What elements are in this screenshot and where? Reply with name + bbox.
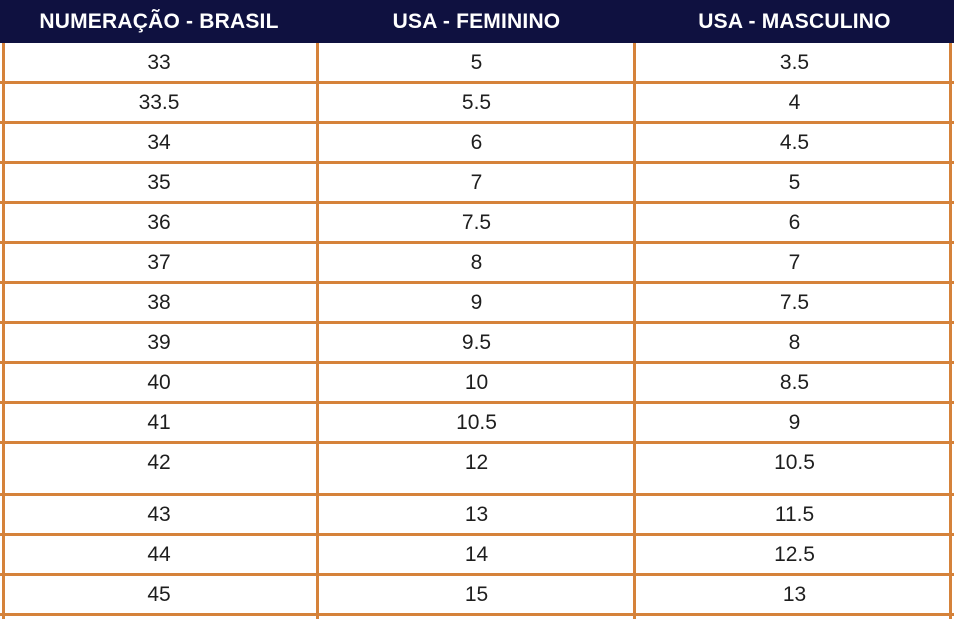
table-row: 40 10 8.5 <box>0 363 954 403</box>
table-row: 35 7 5 <box>0 163 954 203</box>
table-row: 36 7.5 6 <box>0 203 954 243</box>
cell-usa-men: 5 <box>788 171 801 194</box>
cell-usa-men: 8.5 <box>779 371 810 394</box>
cell-brazil-size: 37 <box>147 251 171 274</box>
row-divider <box>0 241 954 244</box>
cell-usa-women: 7.5 <box>461 211 492 234</box>
cell-brazil-size: 44 <box>147 543 171 566</box>
row-divider <box>0 533 954 536</box>
row-divider <box>0 121 954 124</box>
row-divider <box>0 613 954 616</box>
table-row: 37 8 7 <box>0 243 954 283</box>
cell-usa-women: 15 <box>464 583 489 606</box>
row-divider <box>0 81 954 84</box>
cell-brazil-size: 43 <box>147 503 171 526</box>
column-divider <box>949 43 952 619</box>
cell-brazil-size: 40 <box>147 371 171 394</box>
cell-usa-women: 8 <box>470 251 483 274</box>
table-body: 33 5 3.5 33.5 5.5 4 34 6 4.5 35 7 5 36 7.5 6 37 8 7 38 9 7.5… <box>0 43 954 619</box>
row-divider <box>0 321 954 324</box>
cell-brazil-size: 33 <box>147 51 171 74</box>
cell-usa-women: 13 <box>464 503 489 526</box>
cell-usa-men: 3.5 <box>779 51 810 74</box>
table-row: 45 15 13 <box>0 575 954 615</box>
table-row: 38 9 7.5 <box>0 283 954 323</box>
cell-usa-men: 8 <box>788 331 801 354</box>
cell-brazil-size: 36 <box>147 211 171 234</box>
table-row: 41 10.5 9 <box>0 403 954 443</box>
cell-usa-men: 6 <box>788 211 801 234</box>
row-divider <box>0 573 954 576</box>
cell-brazil-size: 39 <box>147 331 171 354</box>
cell-brazil-size: 33.5 <box>138 91 180 114</box>
header-usa-men: USA - MASCULINO <box>698 10 891 33</box>
row-divider <box>0 361 954 364</box>
cell-brazil-size: 38 <box>147 291 171 314</box>
cell-usa-women: 12 <box>464 451 489 474</box>
table-header-row: NUMERAÇÃO - BRASIL USA - FEMININO USA - … <box>0 0 954 43</box>
cell-brazil-size: 41 <box>147 411 171 434</box>
cell-usa-women: 10.5 <box>456 411 497 434</box>
cell-usa-women: 9.5 <box>461 331 492 354</box>
column-divider <box>633 43 636 619</box>
cell-brazil-size: 35 <box>147 171 171 194</box>
row-divider <box>0 281 954 284</box>
cell-usa-women: 5.5 <box>461 91 492 114</box>
column-divider <box>2 43 5 619</box>
cell-usa-men: 7.5 <box>779 291 810 314</box>
cell-usa-women: 9 <box>470 291 483 314</box>
cell-brazil-size: 34 <box>147 131 171 154</box>
cell-brazil-size: 42 <box>147 451 171 474</box>
row-divider <box>0 493 954 496</box>
row-divider <box>0 201 954 204</box>
header-brazil-size: NUMERAÇÃO - BRASIL <box>39 10 279 33</box>
column-divider <box>316 43 319 619</box>
table-row: 43 13 11.5 <box>0 495 954 535</box>
cell-usa-women: 7 <box>470 171 483 194</box>
row-divider <box>0 441 954 444</box>
cell-usa-men: 9 <box>788 411 801 434</box>
table-row: 44 14 12.5 <box>0 535 954 575</box>
cell-usa-men: 4.5 <box>779 131 810 154</box>
cell-brazil-size: 45 <box>147 583 171 606</box>
cell-usa-women: 5 <box>470 51 483 74</box>
table-row: 39 9.5 8 <box>0 323 954 363</box>
cell-usa-men: 10.5 <box>774 451 815 474</box>
cell-usa-men: 4 <box>788 91 801 114</box>
cell-usa-women: 6 <box>470 131 483 154</box>
cell-usa-men: 11.5 <box>774 503 815 526</box>
cell-usa-men: 12.5 <box>774 543 815 566</box>
cell-usa-women: 10 <box>464 371 489 394</box>
header-usa-women: USA - FEMININO <box>392 10 561 33</box>
table-row: 33.5 5.5 4 <box>0 83 954 123</box>
cell-usa-women: 14 <box>464 543 489 566</box>
table-row: 34 6 4.5 <box>0 123 954 163</box>
row-divider <box>0 161 954 164</box>
row-divider <box>0 401 954 404</box>
table-row: 33 5 3.5 <box>0 43 954 83</box>
table-row: 42 12 10.5 <box>0 443 954 495</box>
cell-usa-men: 7 <box>788 251 801 274</box>
cell-usa-men: 13 <box>782 583 807 606</box>
